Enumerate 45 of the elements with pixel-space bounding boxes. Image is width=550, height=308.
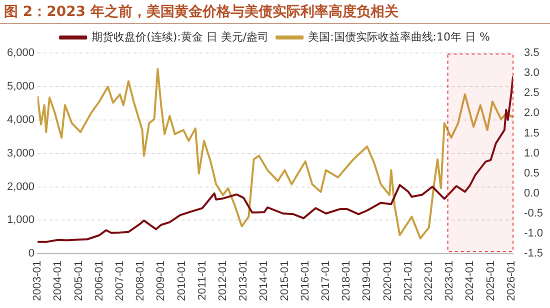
x-tick-label: 2014-01 bbox=[258, 260, 270, 302]
x-tick-label: 2006-01 bbox=[93, 260, 106, 302]
y2-tick-label: 2.0 bbox=[524, 107, 540, 120]
y2-tick-label: 3.5 bbox=[524, 47, 540, 60]
y2-tick-label: 0.0 bbox=[524, 187, 540, 200]
x-tick-label: 2011-01 bbox=[196, 260, 208, 300]
legend-label: 美国:国债实际收益率曲线:10年 日 % bbox=[308, 30, 490, 44]
y2-tick-label: 1.0 bbox=[524, 147, 540, 160]
y-tick-label: 3,000 bbox=[6, 147, 35, 160]
y-tick-label: 0 bbox=[28, 248, 35, 260]
x-tick-label: 2004-01 bbox=[52, 260, 64, 302]
x-tick-label: 2023-01 bbox=[444, 260, 456, 302]
y-tick-label: 5,000 bbox=[6, 80, 35, 92]
y2-tick-label: -1.0 bbox=[524, 228, 544, 240]
x-tick-label: 2008-01 bbox=[134, 260, 147, 302]
x-tick-label: 2017-01 bbox=[320, 260, 332, 302]
x-tick-label: 2003-01 bbox=[32, 260, 44, 302]
x-tick-label: 2013-01 bbox=[238, 260, 250, 302]
x-tick-label: 2022-01 bbox=[422, 260, 435, 302]
chart-title: 图 2：2023 年之前，美国黄金价格与美债实际利率高度负相关 bbox=[0, 0, 550, 24]
x-tick-label: 2005-01 bbox=[72, 260, 85, 302]
y-tick-label: 2,000 bbox=[6, 180, 35, 193]
x-tick-label: 2016-01 bbox=[299, 260, 312, 302]
y2-tick-label: 2.5 bbox=[524, 87, 540, 100]
y2-tick-label: 3.0 bbox=[524, 67, 540, 80]
x-tick-label: 2026-01 bbox=[505, 260, 518, 302]
y-tick-label: 1,000 bbox=[6, 214, 35, 226]
x-tick-label: 2007-01 bbox=[114, 260, 126, 302]
x-tick-label: 2015-01 bbox=[278, 260, 291, 302]
x-tick-label: 2021-01 bbox=[402, 260, 414, 302]
y2-tick-label: -1.5 bbox=[524, 248, 544, 260]
x-tick-label: 2018-01 bbox=[340, 260, 353, 302]
y-tick-label: 4,000 bbox=[6, 114, 35, 126]
x-tick-label: 2019-01 bbox=[361, 260, 374, 302]
x-tick-label: 2024-01 bbox=[464, 260, 476, 302]
y-tick-label: 6,000 bbox=[6, 47, 35, 60]
x-tick-label: 2010-01 bbox=[176, 260, 188, 302]
y2-tick-label: 1.5 bbox=[524, 127, 540, 140]
x-tick-label: 2012-01 bbox=[216, 260, 229, 302]
y2-tick-label: 0.5 bbox=[524, 167, 540, 180]
x-tick-label: 2025-01 bbox=[484, 260, 497, 302]
x-tick-label: 2009-01 bbox=[155, 260, 168, 302]
legend-label: 期货收盘价(连续):黄金 日 美元/盎司 bbox=[92, 30, 269, 44]
y2-tick-label: -0.5 bbox=[524, 208, 544, 220]
x-tick-label: 2020-01 bbox=[382, 260, 394, 302]
